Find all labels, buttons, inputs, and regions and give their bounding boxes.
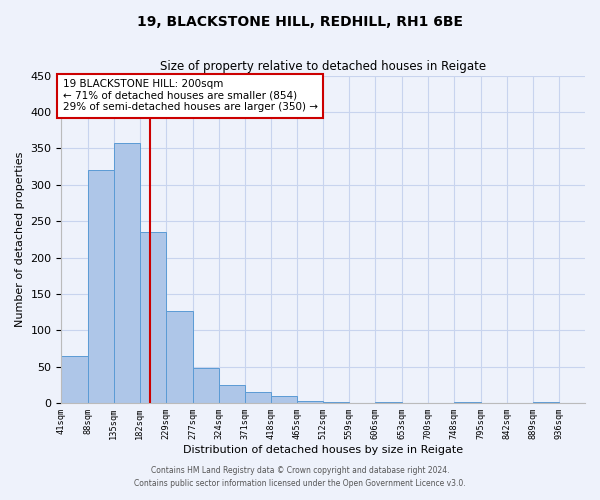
Text: 19, BLACKSTONE HILL, REDHILL, RH1 6BE: 19, BLACKSTONE HILL, REDHILL, RH1 6BE bbox=[137, 15, 463, 29]
X-axis label: Distribution of detached houses by size in Reigate: Distribution of detached houses by size … bbox=[183, 445, 463, 455]
Bar bbox=[271, 396, 297, 403]
Bar bbox=[219, 385, 245, 403]
Bar bbox=[193, 368, 219, 403]
Text: 19 BLACKSTONE HILL: 200sqm
← 71% of detached houses are smaller (854)
29% of sem: 19 BLACKSTONE HILL: 200sqm ← 71% of deta… bbox=[62, 79, 317, 112]
Bar bbox=[245, 392, 271, 403]
Bar bbox=[454, 402, 481, 403]
Bar bbox=[88, 170, 113, 403]
Title: Size of property relative to detached houses in Reigate: Size of property relative to detached ho… bbox=[160, 60, 486, 73]
Bar bbox=[376, 402, 401, 403]
Bar bbox=[533, 402, 559, 403]
Bar bbox=[297, 401, 323, 403]
Bar bbox=[323, 402, 349, 403]
Text: Contains HM Land Registry data © Crown copyright and database right 2024.
Contai: Contains HM Land Registry data © Crown c… bbox=[134, 466, 466, 487]
Y-axis label: Number of detached properties: Number of detached properties bbox=[15, 152, 25, 327]
Bar bbox=[140, 232, 166, 403]
Bar bbox=[61, 356, 88, 403]
Bar bbox=[166, 310, 193, 403]
Bar bbox=[113, 143, 140, 403]
